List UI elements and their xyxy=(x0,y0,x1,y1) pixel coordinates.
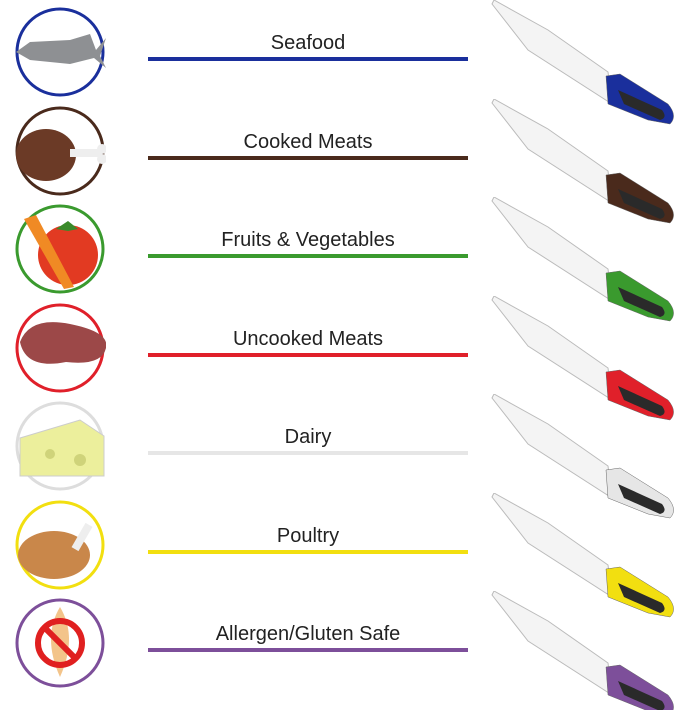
knife-image xyxy=(491,197,674,322)
tomato-carrot-icon xyxy=(15,204,105,294)
category-label: Poultry xyxy=(276,524,340,547)
steak-icon xyxy=(15,303,106,392)
color-line xyxy=(148,254,468,258)
category-row: Uncooked Meats xyxy=(0,295,679,420)
category-row: Fruits & Vegetables xyxy=(0,197,679,322)
knife-image xyxy=(491,492,674,617)
category-label: Seafood xyxy=(270,32,346,54)
category-row: Cooked Meats xyxy=(0,98,679,223)
color-line xyxy=(148,155,468,160)
category-row: Dairy xyxy=(0,394,679,519)
turkey-icon xyxy=(15,500,105,589)
knife-image xyxy=(491,394,674,519)
knife-image xyxy=(491,98,674,223)
cheese-icon xyxy=(15,401,105,491)
category-label: Allergen/Gluten Safe xyxy=(215,623,401,645)
no-wheat-icon xyxy=(15,598,105,688)
knife-image xyxy=(491,0,674,125)
color-line xyxy=(148,57,468,61)
color-line xyxy=(148,451,468,455)
color-line xyxy=(148,549,468,554)
knife-image xyxy=(491,295,674,420)
color-line xyxy=(148,352,468,357)
color-line xyxy=(148,648,468,652)
category-label: Cooked Meats xyxy=(243,130,373,153)
ham-icon xyxy=(15,106,106,195)
category-label: Fruits & Vegetables xyxy=(221,229,395,251)
knife-image xyxy=(491,591,674,710)
category-label: Uncooked Meats xyxy=(232,327,384,350)
category-label: Dairy xyxy=(284,426,332,448)
category-row: Seafood xyxy=(0,0,679,125)
category-row: Allergen/Gluten Safe xyxy=(0,591,679,710)
category-row: Poultry xyxy=(0,492,679,617)
fish-icon xyxy=(15,7,106,97)
